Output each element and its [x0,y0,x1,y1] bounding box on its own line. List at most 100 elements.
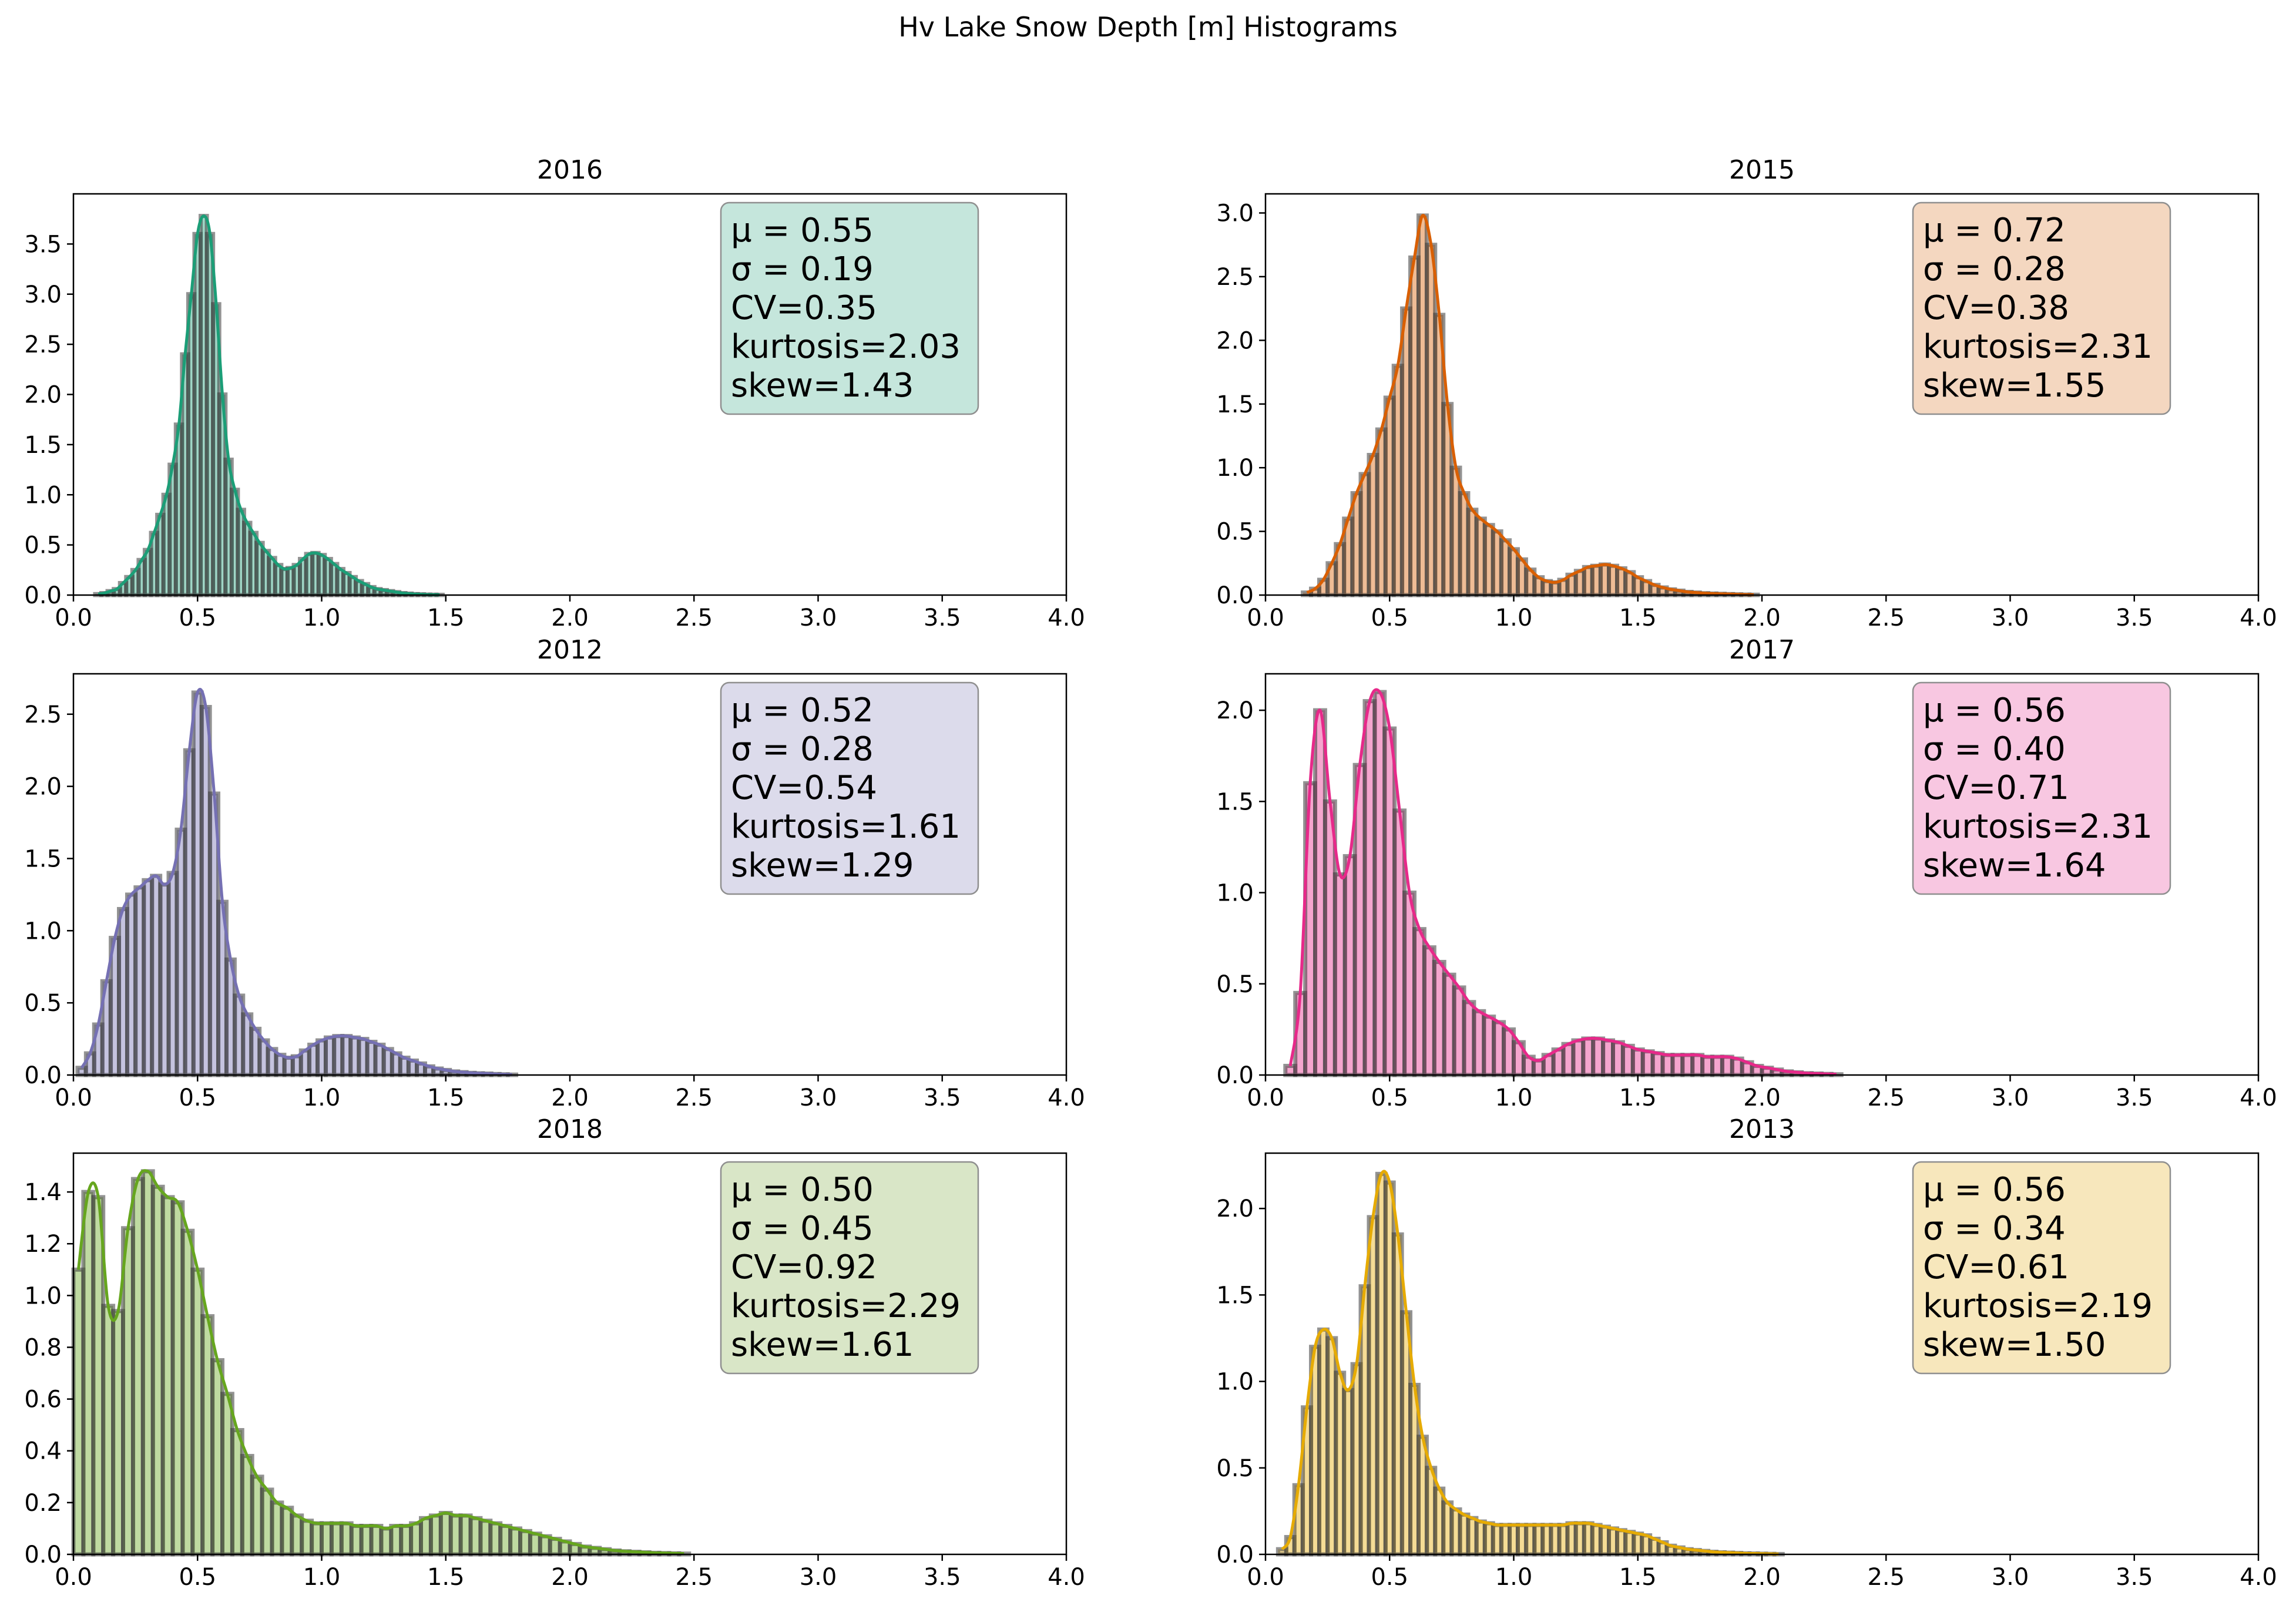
y-tick-label: 0.5 [1216,1455,1254,1482]
x-tick-label: 3.5 [924,1564,961,1591]
x-tick-label: 3.0 [1992,604,2029,631]
subplot-title: 2012 [537,635,603,665]
density-curve [1306,214,1754,596]
stats-box [1912,681,2171,895]
stats-box [1912,1161,2171,1375]
stats-line: μ = 0.52 [731,691,874,730]
y-tick-label: 1.0 [24,1282,62,1309]
x-tick-label: 0.0 [55,1564,92,1591]
stats-box [720,201,979,415]
density-curve [98,214,440,596]
x-tick-label: 3.0 [1992,1084,2029,1111]
stats-line: μ = 0.56 [1923,1171,2066,1209]
x-tick-label: 4.0 [1048,604,1085,631]
stats-line: μ = 0.55 [731,211,874,250]
x-tick-label: 3.0 [1992,1564,2029,1591]
y-tick-label: 2.0 [1216,327,1254,354]
x-tick-label: 1.5 [427,604,465,631]
density-curve [80,688,512,1076]
x-tick-label: 1.5 [427,1084,465,1111]
x-tick-label: 2.5 [1867,1564,1905,1591]
y-tick-label: 2.0 [1216,1195,1254,1222]
y-tick-label: 0.5 [24,990,62,1017]
x-tick-label: 2.5 [1867,1084,1905,1111]
subplot-2016: 2016 0.0 0.5 1.0 1.5 2.0 2.5 3.0 3.5 4.0 0.0 0.5 1.0… [24,155,1085,631]
stats-line: μ = 0.50 [731,1171,874,1209]
x-tick-label: 3.0 [800,604,837,631]
stats-line: kurtosis=2.19 [1923,1287,2153,1325]
x-tick-label: 1.5 [1619,1564,1657,1591]
stats-line: skew=1.50 [1923,1326,2106,1364]
y-tick-label: 0.5 [24,532,62,559]
x-tick-label: 4.0 [2240,1564,2277,1591]
y-tick-label: 0.8 [24,1334,62,1361]
x-tick-label: 1.0 [303,604,341,631]
stats-line: kurtosis=2.31 [1923,808,2153,846]
stats-line: skew=1.43 [731,367,914,405]
y-tick-label: 3.0 [24,281,62,308]
stats-line: CV=0.38 [1923,289,2069,327]
x-tick-label: 4.0 [1048,1564,1085,1591]
x-tick-label: 2.5 [675,1564,713,1591]
y-tick-label: 0.0 [24,582,62,609]
x-tick-label: 3.5 [924,1084,961,1111]
stats-line: skew=1.29 [731,847,914,885]
y-tick-label: 2.5 [24,701,62,728]
y-tick-label: 1.5 [24,432,62,459]
density-curve [1281,1170,1779,1556]
x-tick-label: 2.0 [1743,1564,1781,1591]
stats-line: σ = 0.28 [1923,250,2066,288]
y-tick-label: 0.0 [24,1062,62,1089]
stats-box [720,681,979,895]
x-tick-label: 0.5 [1371,1564,1408,1591]
subplot-title: 2013 [1729,1114,1795,1144]
x-tick-label: 2.5 [675,604,713,631]
stats-line: CV=0.54 [731,769,877,807]
x-tick-label: 0.0 [1247,1564,1284,1591]
stats-box [720,1161,979,1375]
x-tick-label: 0.5 [1371,604,1408,631]
x-tick-label: 3.0 [800,1564,837,1591]
stats-line: σ = 0.19 [731,250,874,288]
x-tick-label: 2.0 [1743,1084,1781,1111]
y-tick-label: 2.5 [24,331,62,358]
subplot-title: 2016 [537,155,603,185]
x-tick-label: 3.5 [924,604,961,631]
y-tick-label: 3.0 [1216,200,1254,227]
y-tick-label: 1.5 [1216,1282,1254,1309]
subplot-title: 2017 [1729,635,1795,665]
subplot-2017: 2017 0.0 0.5 1.0 1.5 2.0 2.5 3.0 3.5 4.0 0.0 0.5 1.0… [1216,635,2277,1111]
x-tick-label: 4.0 [2240,604,2277,631]
x-tick-label: 2.5 [675,1084,713,1111]
y-tick-label: 1.0 [1216,880,1254,907]
y-tick-label: 1.4 [24,1179,62,1206]
x-tick-label: 2.0 [551,604,589,631]
y-tick-label: 2.5 [1216,264,1254,291]
x-tick-label: 0.0 [1247,604,1284,631]
subplot-2013: 2013 0.0 0.5 1.0 1.5 2.0 2.5 3.0 3.5 4.0 0.0 0.5 1.0… [1216,1114,2277,1591]
stats-line: skew=1.61 [731,1326,914,1364]
y-tick-label: 0.0 [1216,1062,1254,1089]
y-tick-label: 1.5 [24,845,62,872]
subplot-2018: 2018 0.0 0.5 1.0 1.5 2.0 2.5 3.0 3.5 4.0 0.0 0.2 0.4… [24,1114,1085,1591]
stats-line: kurtosis=2.31 [1923,328,2153,366]
stats-line: μ = 0.56 [1923,691,2066,730]
x-tick-label: 0.0 [55,604,92,631]
x-tick-label: 1.5 [1619,604,1657,631]
stats-line: CV=0.92 [731,1248,877,1286]
y-tick-label: 2.0 [24,774,62,801]
y-tick-label: 1.0 [1216,1369,1254,1396]
density-curve [1288,688,1837,1076]
x-tick-label: 1.0 [303,1564,341,1591]
density-curve [76,1169,684,1556]
subplot-2012: 2012 0.0 0.5 1.0 1.5 2.0 2.5 3.0 3.5 4.0 0.0 0.5 1.0… [24,635,1085,1111]
stats-line: σ = 0.45 [731,1210,874,1248]
x-tick-label: 3.0 [800,1084,837,1111]
x-tick-label: 3.5 [2116,1084,2153,1111]
x-tick-label: 2.0 [551,1564,589,1591]
y-tick-label: 0.4 [24,1438,62,1465]
y-tick-label: 1.0 [24,482,62,509]
y-tick-label: 1.0 [1216,455,1254,482]
subplot-2015: 2015 0.0 0.5 1.0 1.5 2.0 2.5 3.0 3.5 4.0 0.0 0.5 1.0… [1216,155,2277,631]
